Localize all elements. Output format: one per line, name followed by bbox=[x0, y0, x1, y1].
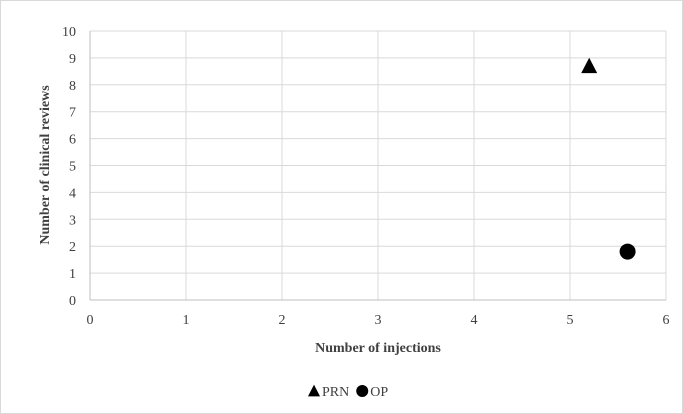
y-tick-label: 0 bbox=[69, 294, 76, 309]
data-point-prn bbox=[581, 57, 598, 74]
y-tick-label: 6 bbox=[69, 133, 76, 148]
y-axis-title: Number of clinical reviews bbox=[38, 85, 53, 245]
x-tick-label: 2 bbox=[279, 313, 286, 328]
legend-label-prn: PRN bbox=[322, 385, 349, 400]
x-tick-label: 0 bbox=[87, 313, 94, 328]
x-tick-label: 1 bbox=[183, 313, 190, 328]
y-tick-label: 10 bbox=[62, 25, 76, 40]
y-tick-label: 5 bbox=[69, 160, 76, 175]
y-tick-label: 1 bbox=[69, 267, 76, 282]
data-points bbox=[581, 57, 636, 260]
x-tick-label: 3 bbox=[375, 313, 382, 328]
legend-marker-op bbox=[356, 385, 369, 397]
legend: PRN OP bbox=[308, 384, 388, 400]
y-tick-label: 3 bbox=[69, 213, 76, 228]
y-tick-label: 9 bbox=[69, 52, 76, 67]
legend-marker-prn bbox=[308, 384, 320, 397]
y-tick-label: 7 bbox=[69, 106, 76, 121]
legend-label-op: OP bbox=[370, 385, 388, 400]
y-tick-label: 4 bbox=[69, 186, 76, 201]
x-tick-label: 6 bbox=[663, 313, 670, 328]
y-tick-label: 8 bbox=[69, 79, 76, 94]
x-tick-labels: 0 1 2 3 4 5 6 bbox=[87, 313, 670, 328]
y-tick-labels: 0 1 2 3 4 5 6 7 8 9 10 bbox=[62, 25, 76, 309]
axes bbox=[89, 31, 666, 301]
data-point-op bbox=[619, 243, 636, 260]
x-tick-label: 4 bbox=[471, 313, 478, 328]
grid-lines bbox=[90, 30, 667, 300]
y-tick-label: 2 bbox=[69, 240, 76, 255]
x-tick-label: 5 bbox=[567, 313, 574, 328]
x-axis-title: Number of injections bbox=[315, 341, 441, 356]
